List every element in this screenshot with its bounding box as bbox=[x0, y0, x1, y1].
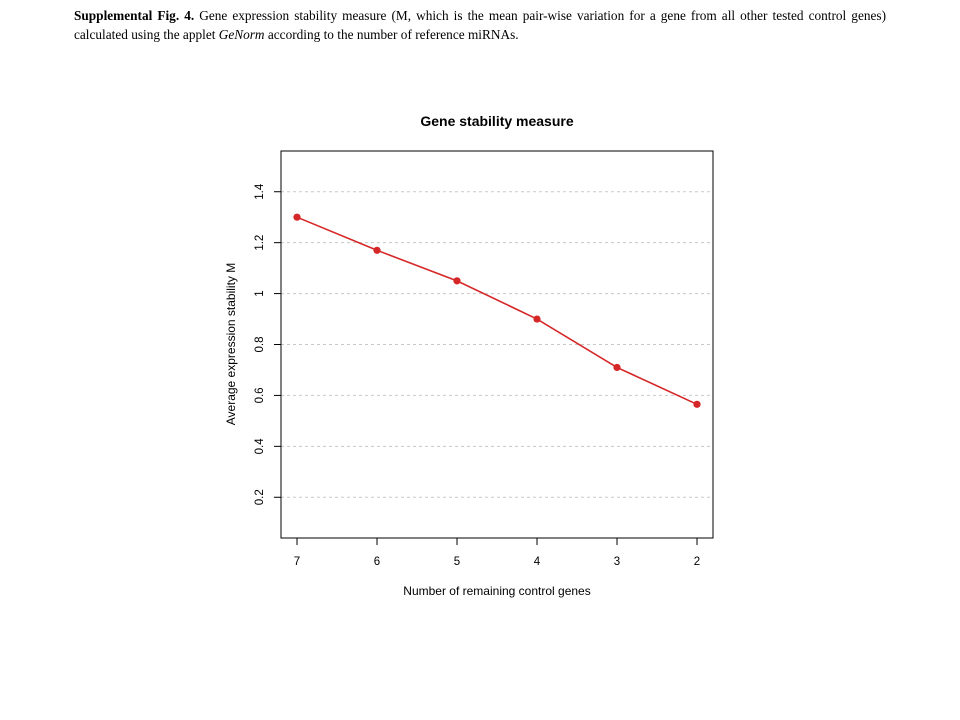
y-tick-label: 1.4 bbox=[254, 183, 266, 200]
y-tick-label: 0.2 bbox=[254, 489, 266, 505]
data-point bbox=[293, 213, 301, 221]
data-point bbox=[693, 400, 701, 408]
x-tick-label: 3 bbox=[614, 556, 620, 568]
y-tick-label: 0.8 bbox=[254, 337, 266, 353]
x-tick-label: 4 bbox=[534, 556, 541, 568]
caption-lead: Supplemental Fig. 4. bbox=[74, 8, 195, 23]
y-axis-label: Average expression stability M bbox=[224, 263, 238, 426]
data-point bbox=[533, 315, 541, 323]
y-tick-label: 0.4 bbox=[254, 438, 266, 455]
caption-text-after: according to the number of reference miR… bbox=[264, 27, 519, 42]
grid-lines bbox=[281, 191, 713, 498]
y-tick-label: 1 bbox=[254, 290, 266, 296]
x-tick-label: 6 bbox=[374, 556, 380, 568]
caption-applet-name: GeNorm bbox=[218, 27, 265, 42]
series-line bbox=[296, 216, 698, 406]
y-axis: 0.2 0.4 0.6 0.8 1 1.2 1.4 bbox=[254, 183, 282, 505]
data-point bbox=[613, 363, 621, 372]
x-axis: 7 6 5 4 3 2 bbox=[294, 537, 700, 568]
x-tick-label: 5 bbox=[454, 556, 460, 568]
chart-title: Gene stability measure bbox=[420, 113, 574, 129]
data-series bbox=[293, 213, 701, 408]
x-tick-label: 7 bbox=[294, 556, 300, 568]
y-tick-label: 0.6 bbox=[254, 387, 266, 403]
x-tick-label: 2 bbox=[694, 556, 700, 568]
data-point bbox=[453, 277, 461, 285]
data-point bbox=[373, 246, 381, 254]
caption-text-before: Gene expression stability measure (M, wh… bbox=[74, 8, 886, 42]
figure-caption: Supplemental Fig. 4. Gene expression sta… bbox=[74, 6, 886, 44]
y-tick-label: 1.2 bbox=[254, 235, 266, 251]
x-axis-label: Number of remaining control genes bbox=[403, 584, 590, 598]
